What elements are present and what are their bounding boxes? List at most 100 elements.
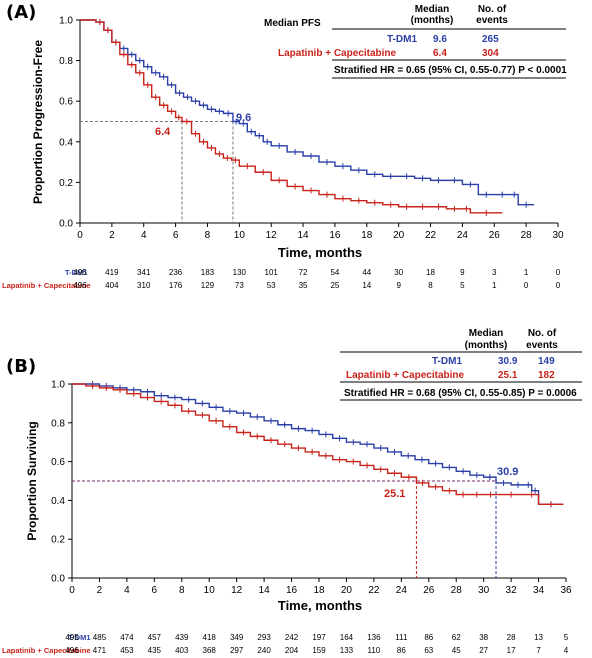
x-tick-label: 22: [425, 230, 437, 241]
x-tick-label: 2: [97, 585, 103, 596]
risk-cell: 27: [479, 646, 488, 655]
panel-b-xlabel: Time, months: [278, 598, 362, 613]
legend-a-row-tdm1-median: 9.6: [433, 34, 447, 45]
risk-cell: 310: [137, 281, 151, 290]
risk-cell: 0: [524, 281, 529, 290]
risk-cell: 4: [564, 646, 569, 655]
legend-b-row-tdm1-label: T-DM1: [432, 356, 462, 367]
x-tick-label: 16: [286, 585, 298, 596]
x-tick-label: 26: [489, 230, 501, 241]
legend-a-row-tdm1-events: 265: [482, 34, 499, 45]
y-tick-label: 0.8: [51, 418, 65, 429]
x-tick-label: 18: [361, 230, 373, 241]
x-tick-label: 14: [259, 585, 271, 596]
risk-cell: 453: [120, 646, 134, 655]
y-tick-label: 0.4: [51, 496, 65, 507]
risk-cell: 474: [120, 633, 134, 642]
x-tick-label: 26: [423, 585, 435, 596]
risk-cell: 495: [65, 633, 79, 642]
legend-b-col-median: Median (months): [465, 328, 508, 351]
risk-cell: 17: [507, 646, 516, 655]
panel-b-risk-table: 495 485 474 457 439 418 349 293 242 197 164 136 111 8…: [65, 633, 568, 655]
legend-a-row-lap-label: Lapatinib + Capecitabine: [278, 48, 397, 59]
risk-cell: 13: [534, 633, 543, 642]
median-label-tdm1: 9.6: [236, 112, 251, 124]
y-tick-label: 0.0: [59, 219, 73, 230]
y-tick-label: 1.0: [51, 380, 65, 391]
legend-b-row-lap-events: 182: [538, 370, 555, 381]
y-tick-label: 0.2: [59, 178, 73, 189]
risk-cell: 86: [397, 646, 406, 655]
risk-a-tdm1-label: T-DM1: [65, 268, 88, 277]
risk-cell: 496: [73, 281, 87, 290]
risk-cell: 45: [452, 646, 461, 655]
risk-cell: 0: [556, 268, 561, 277]
panel-a-xlabel: Time, months: [278, 245, 362, 260]
x-tick-label: 0: [69, 585, 75, 596]
x-tick-label: 18: [313, 585, 325, 596]
risk-cell: 236: [169, 268, 183, 277]
risk-cell: 7: [536, 646, 541, 655]
x-tick-label: 4: [124, 585, 130, 596]
risk-cell: 38: [479, 633, 488, 642]
risk-cell: 349: [230, 633, 244, 642]
risk-cell: 53: [267, 281, 276, 290]
legend-b-col-events: No. of events: [526, 328, 558, 351]
risk-cell: 457: [148, 633, 162, 642]
x-tick-label: 4: [141, 230, 147, 241]
x-tick-label: 34: [533, 585, 545, 596]
x-tick-label: 10: [204, 585, 216, 596]
x-tick-label: 20: [393, 230, 405, 241]
risk-cell: 35: [299, 281, 308, 290]
risk-b-lap-label: Lapatinib + Capecitabine: [2, 646, 91, 655]
legend-b-row-tdm1-median: 30.9: [498, 356, 518, 367]
x-tick-label: 30: [478, 585, 490, 596]
median-label-lap: 25.1: [384, 488, 405, 500]
risk-cell: 28: [507, 633, 516, 642]
risk-cell: 73: [235, 281, 244, 290]
x-tick-label: 2: [109, 230, 115, 241]
legend-b-row-lap-label: Lapatinib + Capecitabine: [346, 370, 465, 381]
risk-cell: 63: [424, 646, 433, 655]
risk-cell: 403: [175, 646, 189, 655]
risk-cell: 183: [201, 268, 215, 277]
x-tick-label: 6: [152, 585, 158, 596]
panel-a-legend: Median PFS Median (months) No. of events T…: [264, 4, 567, 79]
risk-cell: 0: [556, 281, 561, 290]
risk-cell: 101: [265, 268, 279, 277]
risk-cell: 496: [65, 646, 79, 655]
risk-cell: 62: [452, 633, 461, 642]
x-tick-label: 8: [205, 230, 211, 241]
risk-cell: 9: [396, 281, 401, 290]
risk-cell: 341: [137, 268, 151, 277]
x-tick-label: 0: [77, 230, 83, 241]
panel-b: (B) Median (months) No. of events T-DM1 30…: [2, 328, 582, 655]
risk-cell: 419: [105, 268, 119, 277]
risk-cell: 86: [424, 633, 433, 642]
risk-cell: 495: [73, 268, 87, 277]
risk-cell: 54: [330, 268, 339, 277]
risk-cell: 240: [257, 646, 271, 655]
risk-cell: 404: [105, 281, 119, 290]
risk-cell: 44: [362, 268, 371, 277]
y-tick-label: 1.0: [59, 16, 73, 27]
y-tick-label: 0.0: [51, 574, 65, 585]
risk-cell: 471: [93, 646, 107, 655]
legend-a-row-tdm1-label: T-DM1: [387, 34, 417, 45]
risk-cell: 439: [175, 633, 189, 642]
risk-cell: 1: [492, 281, 497, 290]
risk-cell: 293: [257, 633, 271, 642]
median-label-tdm1: 30.9: [497, 466, 518, 478]
panel-b-legend: Median (months) No. of events T-DM1 30.9 1…: [340, 328, 582, 401]
legend-a-row-lap-median: 6.4: [433, 48, 447, 59]
risk-cell: 129: [201, 281, 215, 290]
risk-cell: 197: [312, 633, 326, 642]
risk-cell: 418: [203, 633, 217, 642]
risk-cell: 159: [312, 646, 326, 655]
risk-cell: 8: [428, 281, 433, 290]
x-tick-label: 28: [521, 230, 533, 241]
risk-cell: 435: [148, 646, 162, 655]
panel-a-label: (A): [6, 2, 36, 23]
risk-b-tdm1-label: T-DM1: [68, 633, 91, 642]
